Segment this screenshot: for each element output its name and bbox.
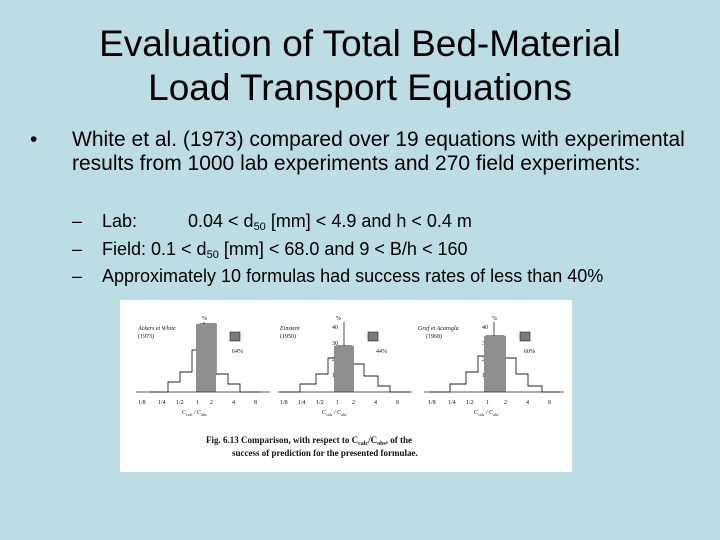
x-tick: 1/4: [448, 400, 456, 406]
x-axis-label: Ccalc / Cobs: [322, 410, 347, 417]
main-bullet-text: White et al. (1973) compared over 19 equ…: [72, 128, 685, 175]
x-tick: 2: [504, 400, 507, 406]
panel-graf-acaroglu: Graf et Acaroglu (1968) % 40 30 20 10 60…: [418, 316, 564, 417]
figure-caption: Fig. 6.13 Comparison, with respect to Cc…: [206, 435, 418, 458]
y-unit: %: [202, 316, 207, 322]
formulas-text: Approximately 10 formulas had success ra…: [102, 266, 604, 286]
x-tick: 8: [254, 400, 257, 406]
x-tick: 1: [196, 400, 199, 406]
x-tick: 1/8: [428, 400, 436, 406]
figure-canvas: Ackers et White (1973) % 64% 1/8 1/4 1/2…: [136, 316, 564, 458]
panel-einstein: Einstein (1950) % 40 30 20 10 44% 1/8 1/…: [278, 316, 412, 417]
legend-swatch: [519, 331, 531, 342]
panel-title: Ackers et White: [137, 326, 176, 332]
dash-icon: –: [72, 211, 83, 231]
x-tick: 8: [396, 400, 399, 406]
x-tick: 1/4: [298, 400, 306, 406]
x-tick: 1: [486, 400, 489, 406]
panel-year: (1973): [138, 333, 154, 340]
percent-label: 44%: [376, 349, 387, 355]
x-tick: 1/8: [280, 400, 288, 406]
lab-label: Lab:: [102, 211, 138, 231]
x-axis-label: Ccalc / Cobs: [182, 410, 207, 417]
legend-swatch: [229, 331, 241, 342]
title-line-2: Load Transport Equations: [148, 67, 572, 108]
field-range-a: Field: 0.1 < d: [102, 239, 207, 259]
y-tick: 30: [332, 341, 338, 347]
x-tick: 1/8: [138, 400, 146, 406]
success-band: [484, 336, 506, 392]
percent-label: 64%: [232, 349, 243, 355]
title-line-1: Evaluation of Total Bed-Material: [99, 23, 621, 64]
x-tick: 1/2: [316, 400, 324, 406]
x-tick: 4: [374, 400, 377, 406]
histogram-figure: Ackers et White (1973) % 64% 1/8 1/4 1/2…: [120, 300, 572, 472]
x-tick: 4: [232, 400, 235, 406]
y-unit: %: [492, 316, 497, 322]
field-range-b: [mm] < 68.0 and 9 < B/h < 160: [218, 239, 468, 259]
legend-swatch: [367, 331, 379, 342]
caption-line-2: success of prediction for the presented …: [232, 448, 418, 458]
x-tick: 1/4: [158, 400, 166, 406]
slide-title: Evaluation of Total Bed-Material Load Tr…: [0, 22, 720, 110]
lab-range-b: [mm] < 4.9 and h < 0.4 m: [265, 211, 472, 231]
bullet-icon: •: [30, 128, 38, 151]
panel-ackers-white: Ackers et White (1973) % 64% 1/8 1/4 1/2…: [136, 316, 270, 417]
x-axis-label: Ccalc / Cobs: [474, 410, 499, 417]
panel-year: (1950): [280, 333, 296, 340]
panel-title: Graf et Acaroglu: [418, 325, 459, 332]
caption-line-1: Fig. 6.13 Comparison, with respect to Cc…: [206, 435, 412, 447]
dash-icon: –: [72, 266, 83, 286]
x-tick: 1/2: [176, 400, 184, 406]
success-band: [196, 324, 216, 392]
x-tick: 2: [352, 400, 355, 406]
percent-label: 60%: [524, 349, 535, 355]
y-unit: %: [336, 316, 341, 322]
panel-year: (1968): [426, 333, 442, 340]
x-tick: 1: [336, 400, 339, 406]
panel-title: Einstein: [279, 326, 300, 332]
x-tick: 8: [548, 400, 551, 406]
lab-subscript: 50: [253, 221, 266, 233]
y-tick: 40: [482, 325, 488, 331]
x-tick: 2: [210, 400, 213, 406]
y-tick: 40: [332, 325, 338, 331]
success-band: [334, 346, 354, 392]
x-tick: 1/2: [466, 400, 474, 406]
dash-icon: –: [72, 239, 83, 259]
x-tick: 4: [526, 400, 529, 406]
lab-range-a: 0.04 < d: [188, 211, 254, 231]
field-subscript: 50: [206, 249, 219, 261]
